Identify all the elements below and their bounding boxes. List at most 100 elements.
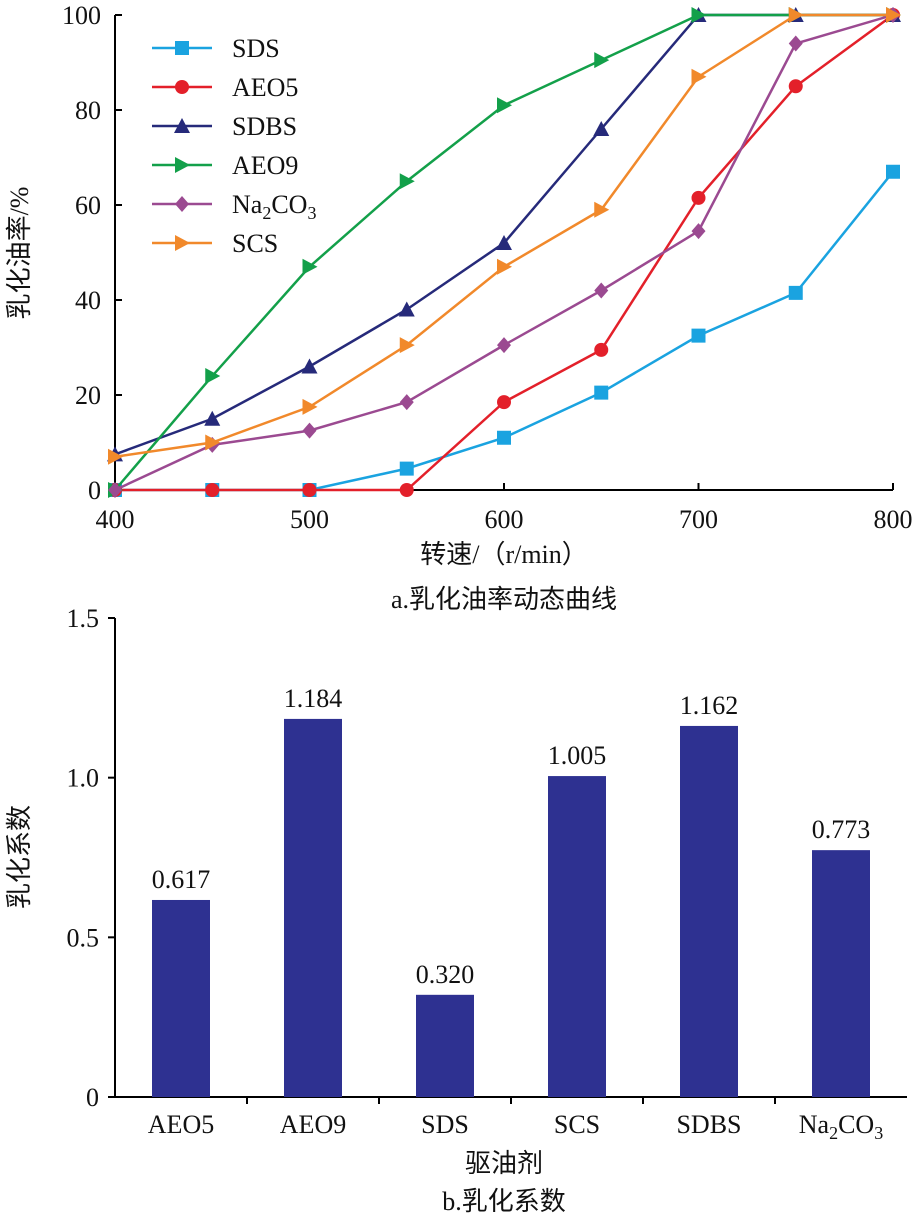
- bar-chart-x-tick-label: SCS: [554, 1110, 600, 1139]
- data-point-aeo5: [399, 483, 414, 497]
- data-point-sdbs: [398, 301, 415, 317]
- bar-chart-y-tick-label: 1.5: [67, 604, 100, 633]
- data-point-aeo9: [205, 368, 221, 384]
- data-point-aeo9: [691, 7, 707, 23]
- line-chart-y-tick-label: 100: [62, 1, 101, 30]
- bar-value-label: 0.773: [812, 815, 871, 844]
- bar-chart-x-axis-label: 驱油剂: [465, 1149, 543, 1178]
- bar-chart-axes: 0 0.5 1.0 1.5 AEO5 AEO9 SDS SCS SDBS Na2CO3: [67, 604, 907, 1143]
- data-point-na2co3: [399, 394, 414, 411]
- line-chart-caption: a.乳化油率动态曲线: [391, 585, 617, 614]
- legend-label: AEO9: [232, 151, 298, 180]
- line-chart-x-tick-label: 500: [290, 505, 329, 534]
- line-chart-axes: 0 20 40 60 80 100 400 500 600 700 800: [62, 1, 913, 534]
- data-point-aeo9: [497, 97, 512, 114]
- data-point-na2co3: [302, 422, 317, 439]
- bar-value-label: 1.184: [284, 684, 343, 713]
- bar-value-label: 0.320: [416, 960, 475, 989]
- legend-marker: [175, 196, 189, 212]
- data-point-sdbs: [301, 358, 318, 374]
- bar-chart-y-tick-label: 0.5: [67, 923, 100, 952]
- data-point-aeo5: [302, 483, 317, 497]
- data-point-sdbs: [593, 121, 610, 136]
- line-chart: 0 20 40 60 80 100 400 500 600 700 800 SDS AEO5 SDBS A…: [5, 1, 913, 614]
- data-point-scs: [788, 7, 804, 23]
- bar-chart-x-tick-label: AEO9: [280, 1110, 346, 1139]
- line-chart-y-tick-label: 40: [75, 286, 101, 315]
- data-point-aeo9: [594, 52, 610, 69]
- data-point-aeo5: [594, 342, 609, 357]
- legend-item-scs: SCS: [152, 229, 278, 258]
- legend-label: SCS: [232, 229, 278, 258]
- bar-chart-x-tick-label: SDS: [421, 1110, 469, 1139]
- data-point-na2co3: [594, 282, 609, 299]
- data-point-sdbs: [204, 410, 221, 426]
- bar-chart-x-tick-label: AEO5: [148, 1110, 214, 1139]
- data-point-sds: [886, 164, 900, 179]
- legend-marker: [175, 235, 190, 251]
- legend-marker: [175, 157, 190, 173]
- bar-chart: 0 0.5 1.0 1.5 AEO5 AEO9 SDS SCS SDBS Na2CO3 0.617…: [5, 604, 907, 1216]
- line-chart-y-tick-label: 0: [88, 476, 101, 505]
- bar-value-label: 1.162: [680, 691, 739, 720]
- line-chart-y-tick-label: 80: [75, 96, 101, 125]
- legend-label: SDS: [232, 34, 280, 63]
- series-na2co3: [108, 7, 900, 498]
- line-chart-legend: SDS AEO5 SDBS AEO9 Na2CO3 SCS: [152, 34, 316, 258]
- data-point-aeo9: [302, 258, 318, 275]
- line-chart-x-tick-label: 400: [96, 505, 135, 534]
- legend-item-aeo5: AEO5: [152, 73, 298, 102]
- data-point-sds: [399, 461, 414, 476]
- data-point-na2co3: [788, 35, 803, 52]
- legend-label: Na2CO3: [232, 190, 316, 223]
- legend-marker: [175, 80, 189, 94]
- legend-item-na2co3: Na2CO3: [152, 190, 316, 223]
- legend-item-sds: SDS: [152, 34, 280, 63]
- bar-chart-y-tick-label: 0: [86, 1083, 99, 1112]
- bar-chart-y-tick-label: 1.0: [67, 764, 100, 793]
- bar: [152, 899, 210, 1097]
- data-point-aeo5: [691, 190, 706, 205]
- data-point-sds: [594, 385, 609, 400]
- legend-marker: [174, 118, 190, 133]
- data-point-na2co3: [497, 337, 511, 354]
- data-point-aeo5: [205, 483, 220, 497]
- bar-value-label: 0.617: [152, 865, 211, 894]
- line-chart-y-tick-label: 20: [75, 381, 101, 410]
- data-point-scs: [399, 337, 415, 354]
- bar-chart-x-tick-label: Na2CO3: [799, 1110, 883, 1143]
- data-point-scs: [205, 434, 221, 451]
- series-scs: [108, 7, 901, 465]
- data-point-scs: [594, 201, 610, 218]
- line-chart-y-tick-label: 60: [75, 191, 101, 220]
- bar: [548, 776, 606, 1097]
- bar-chart-x-tick-label: SDBS: [676, 1110, 741, 1139]
- bar: [812, 850, 870, 1097]
- series-aeo9: [108, 7, 901, 498]
- data-point-scs: [497, 258, 512, 275]
- legend-item-sdbs: SDBS: [152, 112, 297, 141]
- line-chart-series: [107, 7, 901, 498]
- data-point-scs: [108, 448, 123, 465]
- series-sds: [108, 164, 900, 497]
- line-chart-y-axis-label: 乳化油率/%: [5, 187, 34, 320]
- data-point-sds: [497, 430, 511, 445]
- data-point-scs: [886, 7, 901, 23]
- bar: [416, 994, 474, 1097]
- data-point-aeo5: [497, 395, 511, 410]
- data-point-sdbs: [496, 235, 512, 250]
- line-chart-x-tick-label: 600: [485, 505, 524, 534]
- bar-value-label: 1.005: [548, 741, 607, 770]
- bar-chart-caption: b.乳化系数: [442, 1187, 566, 1216]
- line-chart-x-tick-label: 800: [874, 505, 913, 534]
- legend-item-aeo9: AEO9: [152, 151, 298, 180]
- data-point-na2co3: [108, 482, 122, 498]
- bar-chart-y-axis-label: 乳化系数: [5, 805, 34, 909]
- data-point-sds: [788, 285, 803, 300]
- series-sdbs: [107, 7, 901, 462]
- legend-marker: [175, 41, 189, 55]
- legend-label: SDBS: [232, 112, 297, 141]
- data-point-aeo5: [788, 79, 803, 94]
- data-point-sds: [691, 328, 706, 343]
